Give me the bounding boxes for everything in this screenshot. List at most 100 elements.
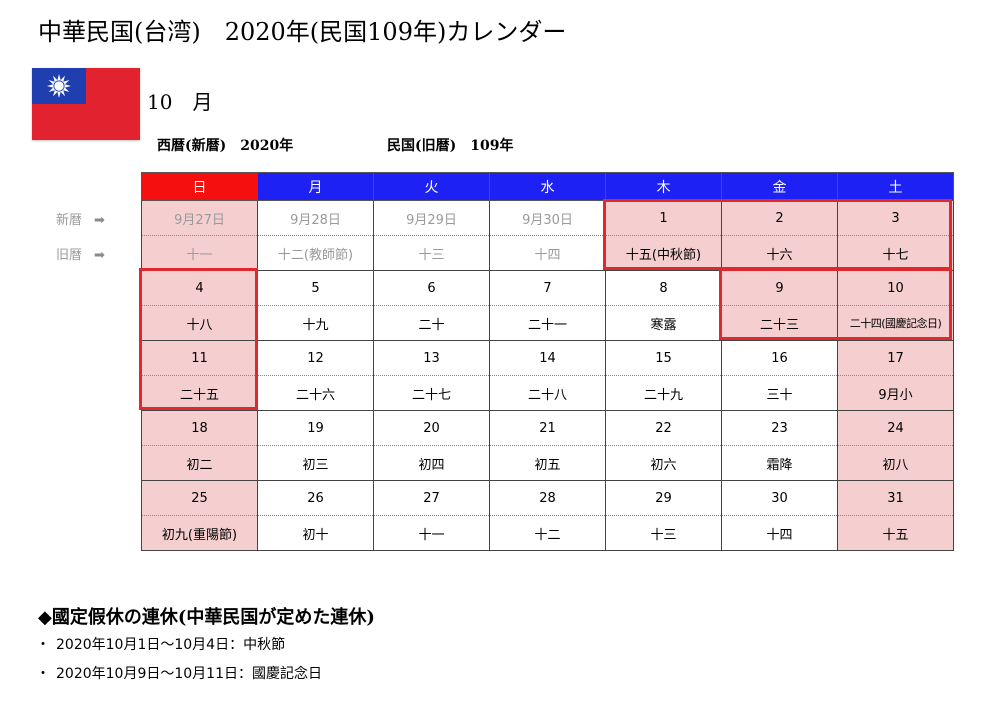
date-cell: 23: [721, 410, 838, 446]
date-cell: 9月29日: [373, 200, 490, 236]
holiday-item-text: 2020年10月9日～10月11日：國慶記念日: [56, 666, 322, 682]
weekday-header: 土: [837, 172, 954, 201]
date-cell: 8: [605, 270, 722, 306]
lunar-cell: 初五: [489, 445, 606, 481]
lunar-cell: 二十九: [605, 375, 722, 411]
bullet-icon: ・: [36, 666, 50, 682]
date-cell: 29: [605, 480, 722, 516]
date-cell: 9月30日: [489, 200, 606, 236]
date-cell: 19: [257, 410, 374, 446]
holiday-section-title: ◆國定假休の連休(中華民国が定めた連休): [38, 607, 375, 628]
lunar-row-label: 旧暦 ➡: [56, 244, 105, 263]
weekday-header: 金: [721, 172, 838, 201]
lunar-cell: 二十五: [141, 375, 258, 411]
lunar-cell: 二十一: [489, 305, 606, 341]
date-cell: 4: [141, 270, 258, 306]
lunar-cell: 初二: [141, 445, 258, 481]
list-item: ・ 2020年10月9日～10月11日：國慶記念日: [36, 664, 322, 693]
date-cell: 24: [837, 410, 954, 446]
date-cell: 3: [837, 200, 954, 236]
date-cell: 16: [721, 340, 838, 376]
lunar-cell: 十六: [721, 235, 838, 271]
lunar-cell: 十四: [721, 515, 838, 551]
date-cell: 21: [489, 410, 606, 446]
date-cell: 12: [257, 340, 374, 376]
lunar-cell: 三十: [721, 375, 838, 411]
lunar-cell: 十一: [373, 515, 490, 551]
weekday-header: 月: [257, 172, 374, 201]
lunar-cell: 霜降: [721, 445, 838, 481]
holiday-item-text: 2020年10月1日～10月4日：中秋節: [56, 637, 286, 653]
bullet-icon: ・: [36, 637, 50, 653]
weekday-header: 日: [141, 172, 258, 201]
date-cell: 15: [605, 340, 722, 376]
date-cell: 9月28日: [257, 200, 374, 236]
lunar-cell: 初四: [373, 445, 490, 481]
holiday-list: ・ 2020年10月1日～10月4日：中秋節 ・ 2020年10月9日～10月11日…: [36, 635, 322, 693]
page-title: 中華民国(台湾) 2020年(民国109年)カレンダー: [38, 18, 567, 46]
taiwan-flag-icon: [32, 68, 140, 140]
date-cell: 18: [141, 410, 258, 446]
date-cell: 2: [721, 200, 838, 236]
date-row: 25 26 27 28 29 30 31: [141, 480, 954, 516]
arrow-right-icon: ➡: [94, 213, 105, 228]
weekday-header: 木: [605, 172, 722, 201]
lunar-cell: 十二: [489, 515, 606, 551]
date-cell: 5: [257, 270, 374, 306]
lunar-cell: 十四: [489, 235, 606, 271]
lunar-cell: 9月小: [837, 375, 954, 411]
weekday-header: 水: [489, 172, 606, 201]
lunar-cell: 十三: [605, 515, 722, 551]
date-row: 18 19 20 21 22 23 24: [141, 410, 954, 446]
month-label: 10 月: [147, 90, 213, 114]
lunar-cell: 二十六: [257, 375, 374, 411]
date-cell: 30: [721, 480, 838, 516]
calendar-table: 日 月 火 水 木 金 土 9月27日 9月28日 9月29日 9月30日 1 …: [141, 172, 954, 551]
date-cell: 13: [373, 340, 490, 376]
date-cell: 7: [489, 270, 606, 306]
lunar-cell: 二十七: [373, 375, 490, 411]
lunar-cell: 十五(中秋節): [605, 235, 722, 271]
arrow-right-icon: ➡: [94, 248, 105, 263]
lunar-cell: 初十: [257, 515, 374, 551]
solar-row-label: 新暦 ➡: [56, 209, 105, 228]
lunar-cell: 寒露: [605, 305, 722, 341]
lunar-cell: 十一: [141, 235, 258, 271]
lunar-row: 十一 十二(教師節) 十三 十四 十五(中秋節) 十六 十七: [141, 235, 954, 271]
lunar-cell: 二十三: [721, 305, 838, 341]
lunar-cell: 十三: [373, 235, 490, 271]
date-cell: 1: [605, 200, 722, 236]
lunar-cell: 十二(教師節): [257, 235, 374, 271]
lunar-cell: 初九(重陽節): [141, 515, 258, 551]
date-cell: 6: [373, 270, 490, 306]
lunar-cell: 初六: [605, 445, 722, 481]
roc-era-label: 民国(旧暦) 109年: [387, 138, 514, 154]
lunar-label-text: 旧暦: [56, 248, 83, 263]
date-cell: 27: [373, 480, 490, 516]
lunar-row: 初二 初三 初四 初五 初六 霜降 初八: [141, 445, 954, 481]
date-row: 9月27日 9月28日 9月29日 9月30日 1 2 3: [141, 200, 954, 236]
date-cell: 14: [489, 340, 606, 376]
date-cell: 25: [141, 480, 258, 516]
date-row: 4 5 6 7 8 9 10: [141, 270, 954, 306]
date-cell: 9月27日: [141, 200, 258, 236]
date-cell: 31: [837, 480, 954, 516]
date-cell: 20: [373, 410, 490, 446]
western-era-label: 西暦(新暦) 2020年: [157, 138, 294, 154]
lunar-cell: 十五: [837, 515, 954, 551]
lunar-cell: 二十四(國慶記念日): [837, 305, 954, 341]
lunar-row: 初九(重陽節) 初十 十一 十二 十三 十四 十五: [141, 515, 954, 551]
lunar-row: 十八 十九 二十 二十一 寒露 二十三 二十四(國慶記念日): [141, 305, 954, 341]
date-row: 11 12 13 14 15 16 17: [141, 340, 954, 376]
lunar-cell: 十九: [257, 305, 374, 341]
date-cell: 9: [721, 270, 838, 306]
lunar-cell: 二十八: [489, 375, 606, 411]
date-cell: 28: [489, 480, 606, 516]
weekday-header-row: 日 月 火 水 木 金 土: [141, 172, 954, 201]
lunar-cell: 二十: [373, 305, 490, 341]
list-item: ・ 2020年10月1日～10月4日：中秋節: [36, 635, 322, 664]
date-cell: 10: [837, 270, 954, 306]
lunar-cell: 初三: [257, 445, 374, 481]
date-cell: 17: [837, 340, 954, 376]
lunar-cell: 初八: [837, 445, 954, 481]
